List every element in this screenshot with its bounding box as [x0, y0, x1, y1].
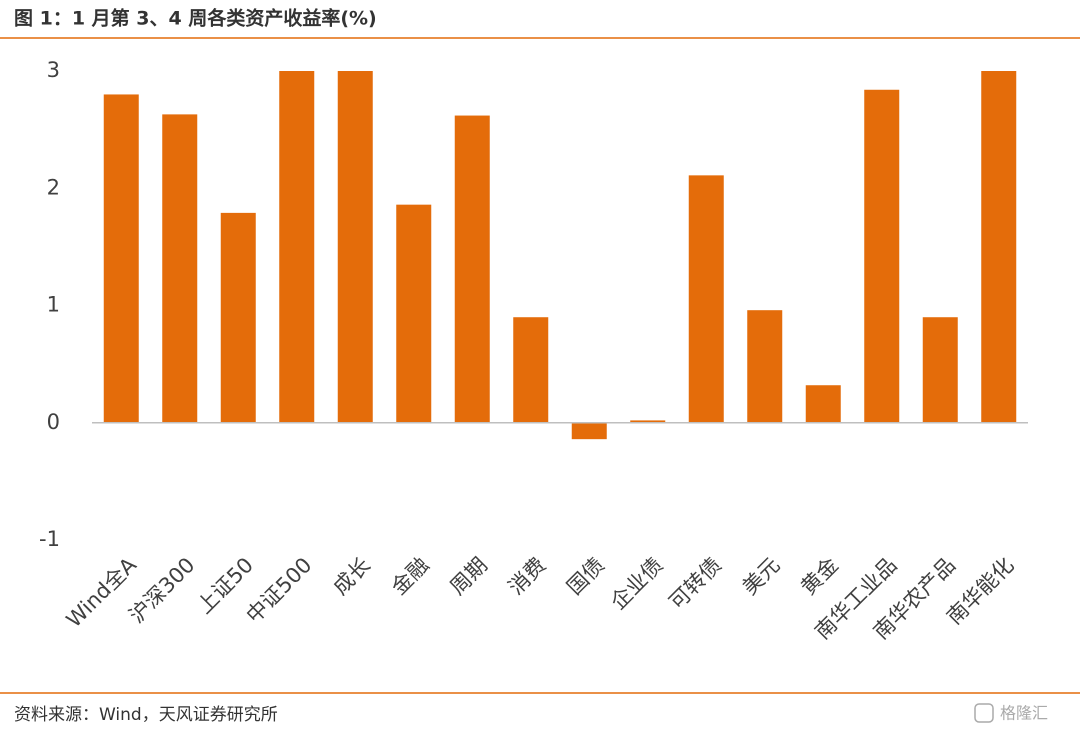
x-tick-label: 国债 [562, 553, 609, 600]
x-tick-label: 沪深300 [125, 553, 200, 628]
bar [805, 385, 841, 423]
y-tick-label: 2 [47, 175, 60, 199]
bar [981, 71, 1017, 423]
x-tick-label: 消费 [504, 553, 551, 600]
source-note: 资料来源：Wind，天风证券研究所 [14, 705, 278, 725]
y-tick-label: 1 [47, 293, 60, 317]
bar [630, 420, 666, 423]
chart-title: 图 1：1 月第 3、4 周各类资产收益率(%) [14, 7, 377, 30]
x-tick-label: 周期 [445, 553, 492, 600]
x-tick-label: Wind全A [62, 552, 142, 632]
bar [571, 422, 607, 440]
watermark-icon [974, 703, 994, 723]
x-tick-label: 成长 [328, 553, 375, 600]
bar [220, 212, 256, 423]
x-tick-label: 企业债 [606, 553, 668, 615]
x-tick-label: 中证500 [242, 553, 317, 628]
x-tick-label: 金融 [387, 553, 434, 600]
bar [513, 317, 549, 423]
x-tick-label: 黄金 [796, 553, 843, 600]
bar [864, 89, 900, 423]
watermark: 格隆汇 [1000, 704, 1048, 723]
bar [454, 115, 490, 423]
bar [747, 310, 783, 423]
bar [922, 317, 958, 423]
bar [103, 94, 139, 423]
y-tick-label: -1 [39, 527, 60, 551]
bar [396, 204, 432, 423]
bar [279, 71, 315, 423]
y-tick-label: 0 [47, 410, 60, 434]
x-tick-label: 美元 [738, 553, 785, 600]
bar [162, 114, 198, 423]
x-tick-label: 可转债 [665, 553, 727, 615]
bar [337, 71, 373, 423]
y-tick-label: 3 [47, 58, 60, 82]
bar [688, 175, 724, 423]
